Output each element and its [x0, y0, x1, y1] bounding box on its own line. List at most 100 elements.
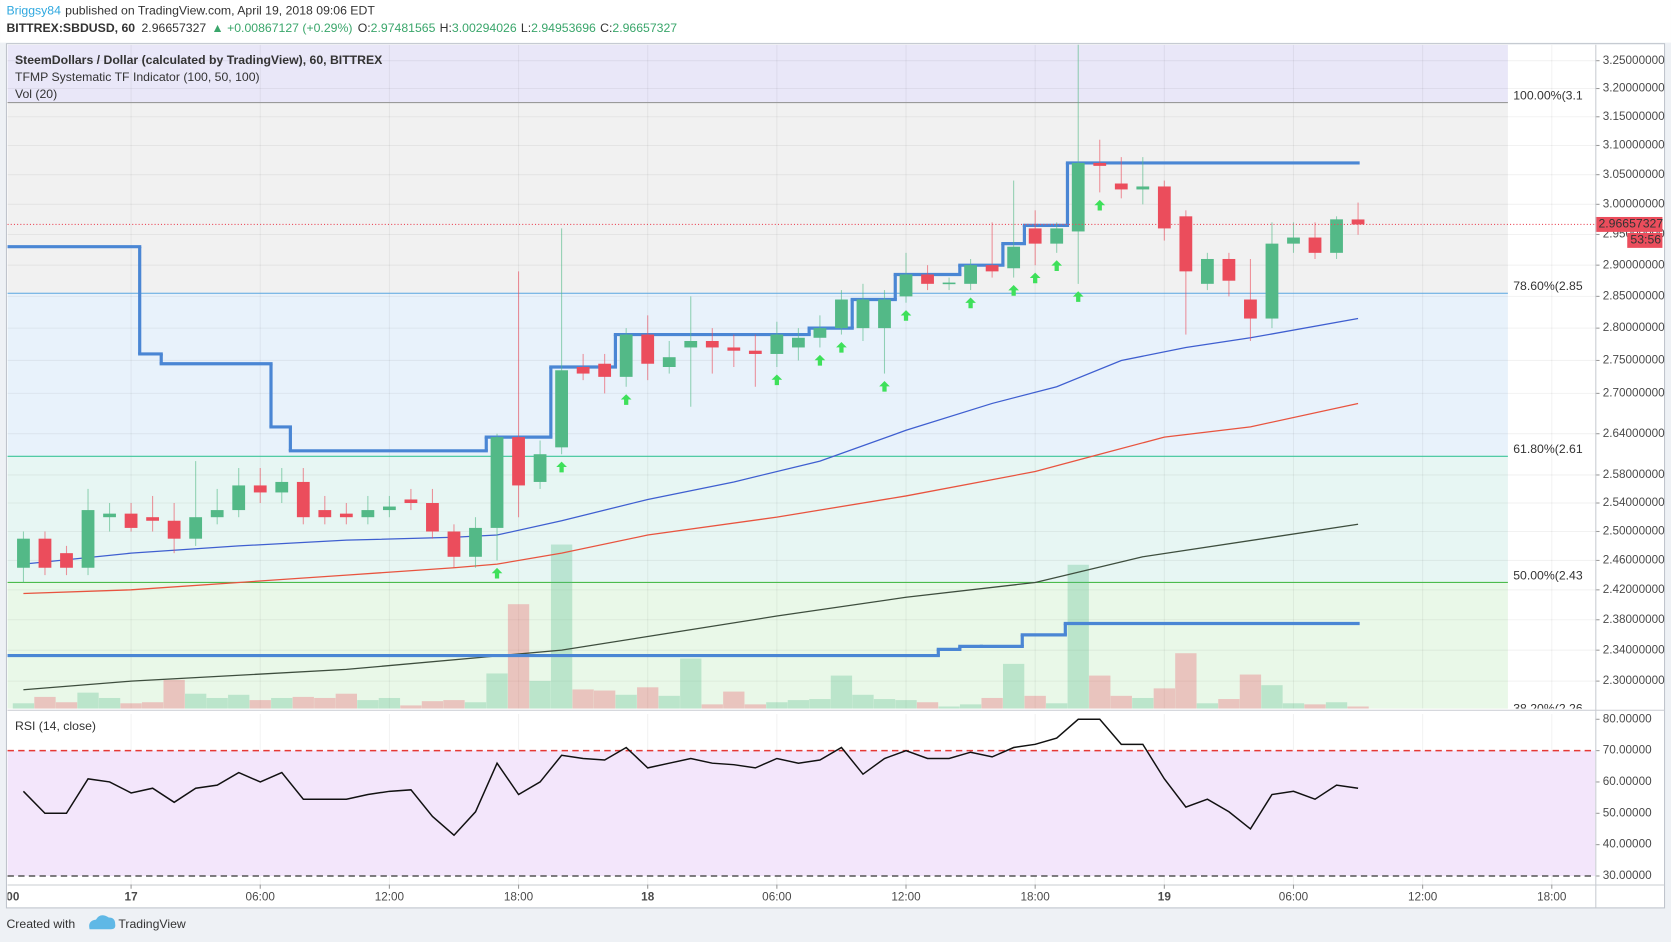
x-tick-label: 06:00 — [1279, 890, 1309, 903]
last-price: 2.96657327 — [142, 21, 207, 35]
volume-bar — [680, 658, 702, 709]
volume-bar — [357, 700, 379, 709]
candle-body — [404, 499, 418, 504]
volume-bar — [981, 697, 1003, 709]
rsi-tick-label: 50.00000 — [1603, 806, 1652, 819]
candle-body — [1028, 228, 1042, 244]
volume-bar — [292, 696, 314, 709]
candle-body — [253, 485, 267, 493]
volume-bar — [185, 693, 207, 709]
legend-rsi: RSI (14, close) — [15, 719, 96, 733]
price-label-bg — [1595, 216, 1663, 232]
y-tick-label: 2.85000000 — [1603, 289, 1665, 302]
candle-body — [942, 282, 956, 285]
candle-body — [469, 527, 482, 557]
x-tick-label: 12:00 — [375, 890, 405, 903]
ohlc-line: BITTREX:SBDUSD, 60 2.96657327 ▲ +0.0086712… — [6, 21, 677, 35]
volume-bar — [1089, 675, 1111, 709]
volume-bar — [98, 697, 121, 709]
volume-bar — [1046, 703, 1068, 709]
y-tick-label: 2.70000000 — [1603, 386, 1665, 399]
volume-bar — [120, 703, 142, 709]
moving-average — [23, 523, 1359, 691]
moving-average — [23, 402, 1359, 595]
fib-label: 50.00%(2.43 — [1513, 568, 1583, 582]
fib-label: 38.20%(2.26 — [1513, 702, 1583, 716]
signal-arrow — [1029, 272, 1041, 284]
volume-bar — [873, 699, 896, 709]
volume-bar — [34, 696, 56, 709]
volume-bar — [486, 673, 508, 709]
y-tick-label: 2.54000000 — [1603, 496, 1665, 509]
published: published on TradingView.com, April 19, … — [65, 4, 375, 18]
author[interactable]: Briggsy84 — [6, 4, 61, 18]
candle-body — [856, 299, 870, 329]
candle-body — [275, 481, 289, 493]
fib-label: 78.60%(2.85 — [1513, 279, 1583, 293]
volume-bar — [1325, 702, 1348, 709]
y-tick-label: 2.75000000 — [1603, 354, 1665, 367]
candle-body — [1244, 299, 1257, 319]
volume-bar — [1261, 685, 1283, 709]
volume-bar — [1175, 653, 1197, 709]
volume-bar — [335, 693, 357, 709]
volume-bar — [378, 697, 401, 709]
volume-bar — [1239, 674, 1262, 709]
signal-arrow — [771, 374, 783, 386]
y-tick-label: 3.15000000 — [1603, 110, 1665, 123]
volume-bar — [163, 679, 185, 709]
candle-body — [705, 340, 719, 348]
candle-body — [124, 513, 138, 528]
candle-body — [1200, 258, 1214, 284]
candle-body — [361, 510, 375, 518]
volume-bar — [787, 700, 810, 709]
rsi-line — [22, 718, 1359, 837]
price-label: 2.96657327 — [1598, 217, 1663, 231]
o-value: 2.97481565 — [371, 21, 436, 35]
l-label: L: — [521, 21, 531, 35]
candle-body — [684, 340, 698, 348]
candle-body — [748, 350, 762, 354]
footer-created: Created with — [6, 917, 75, 931]
moving-average — [23, 317, 1359, 565]
candle-body — [447, 531, 461, 557]
volume-bar — [77, 692, 99, 709]
y-tick-label: 3.20000000 — [1603, 82, 1665, 95]
volume-bar — [421, 701, 444, 709]
fib-label: 100.00%(3.1 — [1513, 88, 1583, 102]
volume-bar — [1110, 695, 1132, 709]
volume-bar — [1304, 704, 1326, 709]
candle-body — [641, 334, 655, 364]
rsi-tick-label: 30.00000 — [1603, 869, 1652, 882]
candle-body — [296, 481, 310, 518]
tradingview-logo — [89, 915, 116, 930]
volume-bar — [744, 704, 766, 709]
candle-body — [146, 517, 159, 521]
volume-bar — [723, 691, 745, 709]
candle-body — [318, 510, 332, 518]
candle-body — [598, 363, 612, 377]
volume-bar — [228, 694, 250, 709]
candle-body — [210, 510, 224, 518]
footer-brand[interactable]: TradingView — [118, 917, 186, 931]
fib-zone — [7, 293, 1508, 457]
signal-arrow — [491, 567, 503, 579]
y-tick-label: 3.05000000 — [1603, 168, 1665, 181]
y-tick-label: 2.34000000 — [1603, 643, 1665, 656]
rsi-band — [7, 750, 1596, 876]
candle-body — [1157, 186, 1171, 229]
rsi-tick-label: 70.00000 — [1603, 744, 1652, 757]
volume-bar — [1218, 699, 1240, 709]
rsi-tick-label: 80.00000 — [1603, 712, 1652, 725]
candle-body — [189, 517, 203, 539]
x-tick-label: 18 — [641, 890, 655, 903]
x-tick-label: 18:00 — [504, 890, 534, 903]
rsi-tick-label: 60.00000 — [1603, 775, 1652, 788]
signal-arrow — [1094, 199, 1106, 211]
volume-bar — [895, 700, 917, 709]
c-value: 2.96657327 — [612, 21, 677, 35]
y-tick-label: 2.58000000 — [1603, 468, 1665, 481]
countdown-bg — [1627, 232, 1663, 248]
x-tick-label: 18:00 — [1021, 890, 1051, 903]
h-value: 3.00294026 — [452, 21, 517, 35]
